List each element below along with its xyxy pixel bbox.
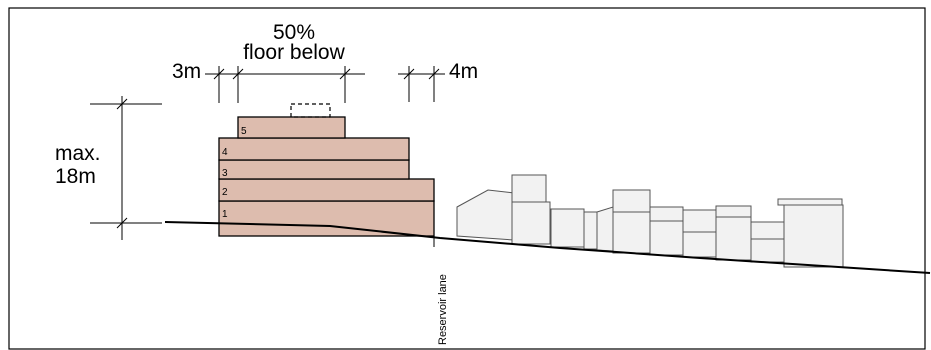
height-dimension [90,96,162,240]
neighbour-building [550,208,585,248]
right-setback-label: 4m [449,60,478,83]
upper-setback-dimension [205,66,365,103]
neighbour-building [649,206,684,222]
neighbour-building [596,206,614,252]
neighbour-building [777,198,843,206]
floor-number-4: 4 [222,147,228,158]
floor-number-2: 2 [222,187,228,198]
floor-number-1: 1 [222,209,228,220]
floor-number-3: 3 [222,168,228,179]
tick-top [116,98,128,110]
right-setback-dimension [398,66,445,102]
neighbour-building [682,231,717,258]
upper-setback-percent: 50% [273,21,315,44]
neighbour-building [649,220,684,256]
neighbour-building [511,174,547,203]
floor-number-5: 5 [241,126,247,137]
neighbour-building [715,216,752,261]
height-label-line2: 18m [55,165,96,188]
lane-label: Reservoir lane [437,274,449,345]
height-label-line1: max. [55,142,101,165]
ground-line [164,221,931,274]
neighbour-building [750,221,785,240]
tick-bottom [116,217,128,229]
neighbour-building [783,204,844,268]
floor-1 [218,200,435,237]
neighbour-building [750,238,785,263]
main-building [218,116,435,237]
neighbour-building [715,205,752,218]
upper-setback-caption: floor below [243,41,345,64]
frame [8,7,926,350]
neighbour-building [612,189,651,213]
neighbour-building [682,209,717,233]
neighbour-building [583,211,599,250]
neighbour-building [511,201,551,245]
floor-4 [218,137,410,161]
left-setback-label: 3m [172,60,201,83]
rooftop-element-dashed [290,103,331,118]
neighbour-building [456,189,515,241]
floor-3 [218,159,410,180]
floor-5 [237,116,346,139]
floor-2 [218,178,435,202]
neighbour-building [612,211,651,254]
neighbouring-buildings [456,174,844,268]
